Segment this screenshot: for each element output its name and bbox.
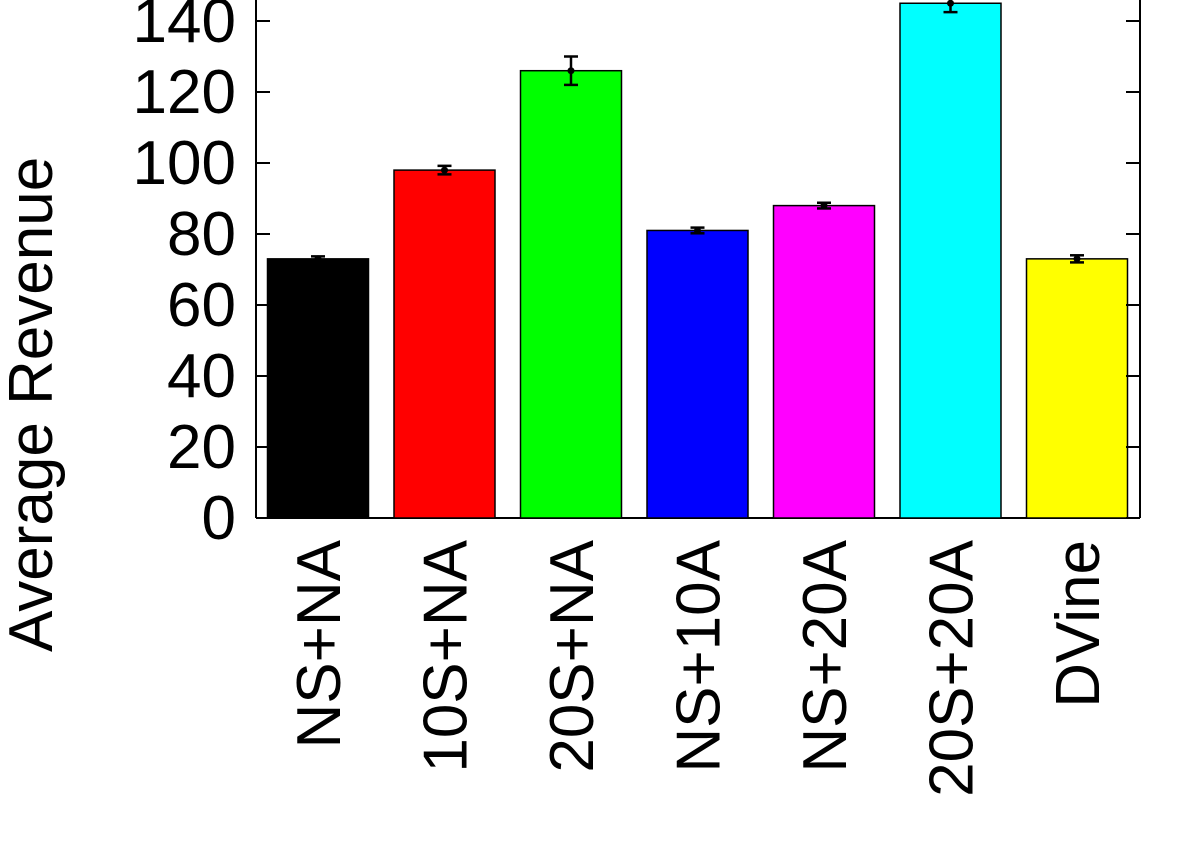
bar-ns-20a xyxy=(772,204,876,519)
y-tick-label: 100 xyxy=(133,129,236,198)
y-tick-label: 20 xyxy=(167,413,236,482)
bar-20s-20a xyxy=(899,2,1002,519)
y-tick-label: 40 xyxy=(167,342,236,411)
y-axis-label: Average Revenue xyxy=(0,157,66,652)
x-tick-label: NS+NA xyxy=(285,539,354,748)
y-tick-label: 60 xyxy=(167,271,236,340)
error-bar xyxy=(817,201,831,210)
bar-10s-na xyxy=(393,169,496,519)
error-bar xyxy=(943,0,958,14)
y-tick-label: 80 xyxy=(167,200,236,269)
y-tick-label: 120 xyxy=(133,58,236,127)
bar-ns-na xyxy=(266,258,370,519)
bar-ns-10a xyxy=(646,229,749,519)
x-tick-label: 10S+NA xyxy=(412,539,481,772)
y-tick-label: 140 xyxy=(133,0,236,56)
x-axis-ticks: NS+NA 10S+NA 20S+NA NS+10A NS+20A 20S+20A DVin… xyxy=(285,539,1113,796)
error-bar xyxy=(564,55,578,87)
x-tick-label: 20S+20A xyxy=(918,539,987,796)
bar-dvine xyxy=(1025,258,1129,519)
error-bar xyxy=(1070,254,1084,264)
x-tick-label: NS+20A xyxy=(791,539,860,772)
bar-20s-na xyxy=(519,69,623,519)
error-bars xyxy=(311,0,1084,264)
error-bar xyxy=(690,226,705,235)
y-tick-label: 0 xyxy=(202,484,236,553)
x-tick-label: NS+10A xyxy=(665,539,734,772)
error-bar xyxy=(437,164,452,176)
error-bar xyxy=(311,255,325,263)
x-tick-label: 20S+NA xyxy=(538,539,607,772)
x-tick-label: DVine xyxy=(1044,540,1113,708)
bars xyxy=(266,2,1129,519)
